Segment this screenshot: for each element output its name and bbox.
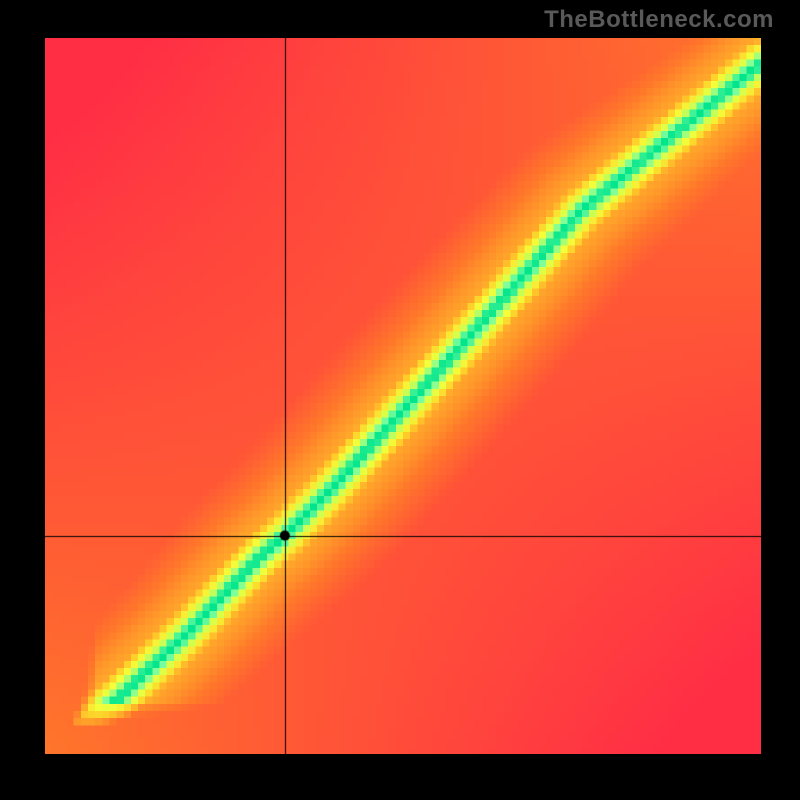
heatmap-canvas	[45, 38, 761, 754]
heatmap-plot	[45, 38, 761, 754]
figure-root: TheBottleneck.com	[0, 0, 800, 800]
watermark-text: TheBottleneck.com	[544, 6, 774, 34]
